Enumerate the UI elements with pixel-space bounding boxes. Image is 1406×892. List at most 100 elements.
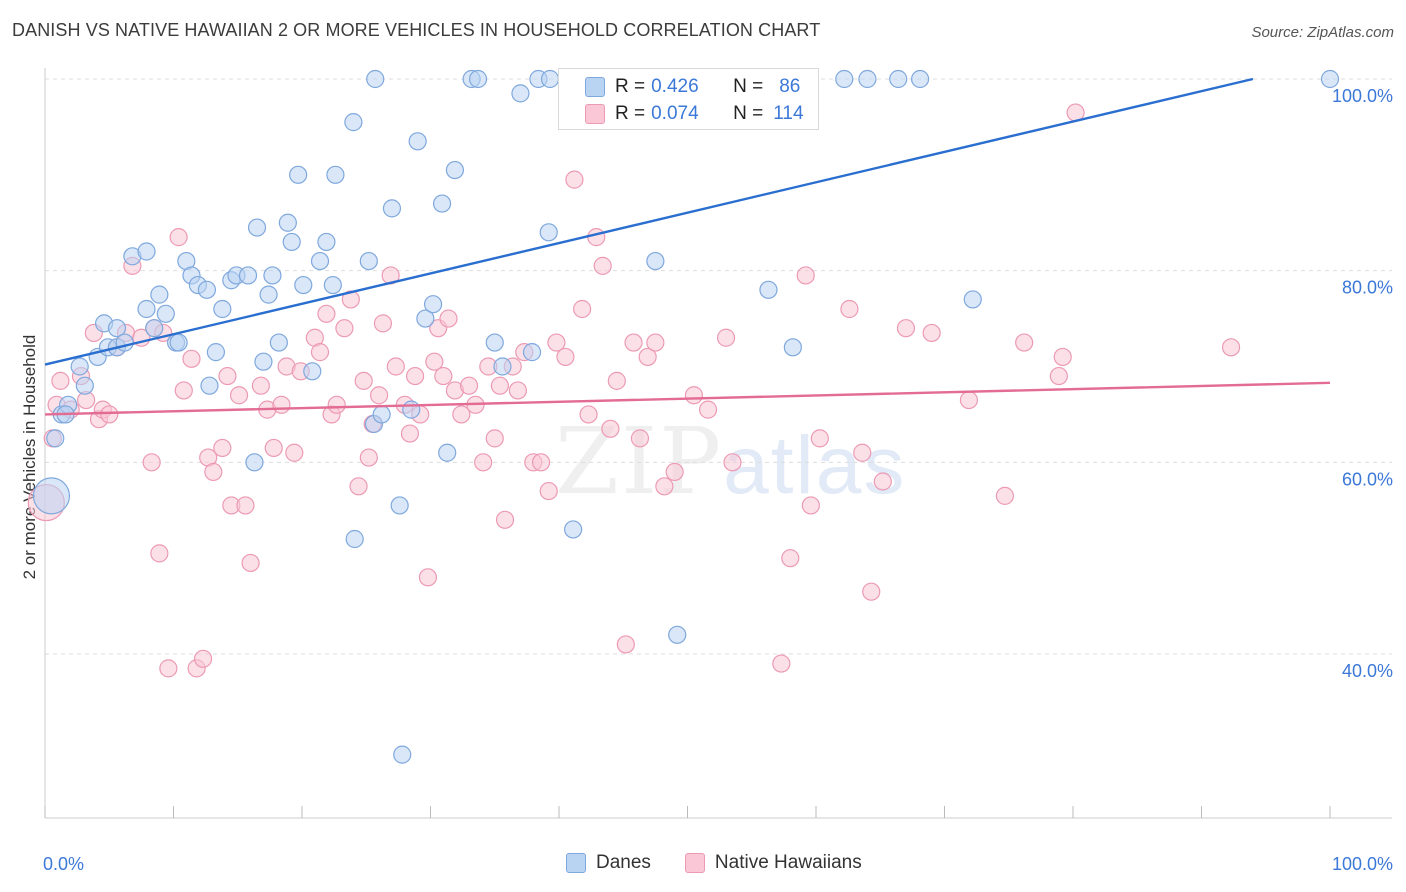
nh-trend-line bbox=[44, 381, 1331, 416]
danes-point bbox=[213, 299, 232, 319]
nh-point bbox=[474, 453, 493, 472]
danes-point bbox=[156, 304, 175, 323]
danes-point bbox=[145, 319, 164, 338]
nh-point bbox=[862, 582, 881, 601]
danes-point bbox=[317, 232, 336, 252]
watermark-zip: ZIP bbox=[555, 408, 724, 515]
nh-point bbox=[495, 510, 515, 529]
nh-point bbox=[251, 376, 270, 395]
danes-point bbox=[432, 194, 452, 213]
danes-point bbox=[294, 275, 313, 295]
danes-point bbox=[858, 69, 877, 89]
nh-point bbox=[630, 429, 650, 448]
nh-point bbox=[264, 438, 283, 458]
danes-point bbox=[835, 69, 854, 89]
nh-point bbox=[840, 299, 859, 319]
nh-point bbox=[452, 405, 471, 424]
nh-point bbox=[796, 266, 815, 285]
nh-point bbox=[547, 333, 566, 352]
danes-point bbox=[382, 199, 402, 218]
danes-point bbox=[372, 405, 391, 424]
nh-point bbox=[853, 443, 872, 462]
nh-point bbox=[485, 429, 504, 448]
trend-lines bbox=[44, 77, 1331, 416]
nh-point bbox=[386, 357, 405, 376]
stats-box: R = 0.426 N = 86 R = 0.074 N = 114 bbox=[558, 68, 819, 130]
danes-point bbox=[889, 69, 908, 89]
danes-point bbox=[150, 285, 169, 304]
nh-point bbox=[236, 496, 255, 515]
danes-n-value: 86 bbox=[779, 76, 801, 97]
danes-point bbox=[259, 285, 278, 304]
nh-point bbox=[285, 443, 304, 462]
danes-point bbox=[963, 290, 982, 309]
legend-item-danes[interactable]: Danes bbox=[566, 852, 651, 874]
nh-point bbox=[922, 323, 941, 343]
nh-point bbox=[218, 366, 237, 386]
nh-point bbox=[616, 635, 635, 654]
danes-point bbox=[70, 357, 89, 376]
nh-swatch bbox=[585, 104, 605, 124]
axis-layer bbox=[44, 68, 1392, 819]
danes-point bbox=[323, 275, 342, 295]
nh-point bbox=[531, 453, 551, 472]
nh-point bbox=[400, 424, 420, 443]
nh-point bbox=[150, 544, 169, 563]
nh-point bbox=[684, 386, 704, 405]
danes-point bbox=[783, 338, 802, 357]
nh-point bbox=[169, 228, 188, 247]
danes-point bbox=[408, 132, 427, 151]
danes-point bbox=[206, 343, 226, 362]
stats-row-nh: R = 0.074 N = 114 bbox=[585, 102, 804, 126]
nh-point bbox=[1053, 347, 1072, 367]
danes-point bbox=[540, 69, 560, 89]
nh-point bbox=[896, 319, 916, 338]
nh-point bbox=[51, 371, 70, 390]
y-tick-label: 40.0% bbox=[1342, 661, 1393, 681]
danes-point bbox=[247, 218, 267, 237]
nh-point bbox=[317, 304, 336, 323]
danes-r-value: 0.426 bbox=[651, 76, 699, 97]
legend-nh-label: Native Hawaiians bbox=[714, 852, 862, 873]
nh-point bbox=[781, 549, 800, 568]
danes-point bbox=[668, 625, 687, 644]
legend: Danes Native Hawaiians bbox=[566, 852, 884, 874]
nh-point bbox=[373, 314, 393, 333]
danes-point bbox=[416, 309, 435, 328]
danes-point bbox=[197, 280, 217, 299]
nh-point bbox=[593, 256, 612, 275]
danes-point bbox=[107, 319, 127, 338]
legend-danes-swatch bbox=[566, 853, 586, 873]
nh-point bbox=[100, 405, 119, 424]
nh-point bbox=[810, 429, 829, 448]
danes-point bbox=[137, 242, 156, 261]
nh-point bbox=[490, 376, 509, 395]
danes-swatch bbox=[585, 77, 605, 97]
y-tick-label: 100.0% bbox=[1332, 86, 1393, 106]
danes-point bbox=[326, 165, 345, 184]
nh-point bbox=[229, 386, 249, 405]
legend-danes-label: Danes bbox=[596, 852, 651, 873]
danes-point bbox=[310, 251, 330, 271]
nh-point bbox=[349, 477, 368, 496]
danes-point bbox=[522, 343, 542, 362]
nh-point bbox=[459, 376, 479, 395]
danes-point bbox=[137, 299, 156, 319]
nh-point bbox=[182, 349, 201, 368]
nh-point bbox=[213, 438, 232, 458]
nh-point bbox=[698, 400, 718, 419]
danes-point bbox=[254, 352, 273, 371]
nh-point bbox=[665, 462, 684, 482]
danes-points bbox=[32, 69, 1340, 764]
danes-point bbox=[269, 333, 288, 352]
nh-point bbox=[624, 333, 643, 352]
nh-point bbox=[439, 309, 458, 328]
danes-point bbox=[245, 453, 264, 472]
danes-point bbox=[345, 529, 364, 549]
danes-point bbox=[344, 113, 363, 132]
nh-point bbox=[579, 405, 598, 424]
nh-point bbox=[873, 472, 892, 491]
nh-point bbox=[241, 553, 260, 573]
legend-item-nh[interactable]: Native Hawaiians bbox=[684, 852, 862, 874]
